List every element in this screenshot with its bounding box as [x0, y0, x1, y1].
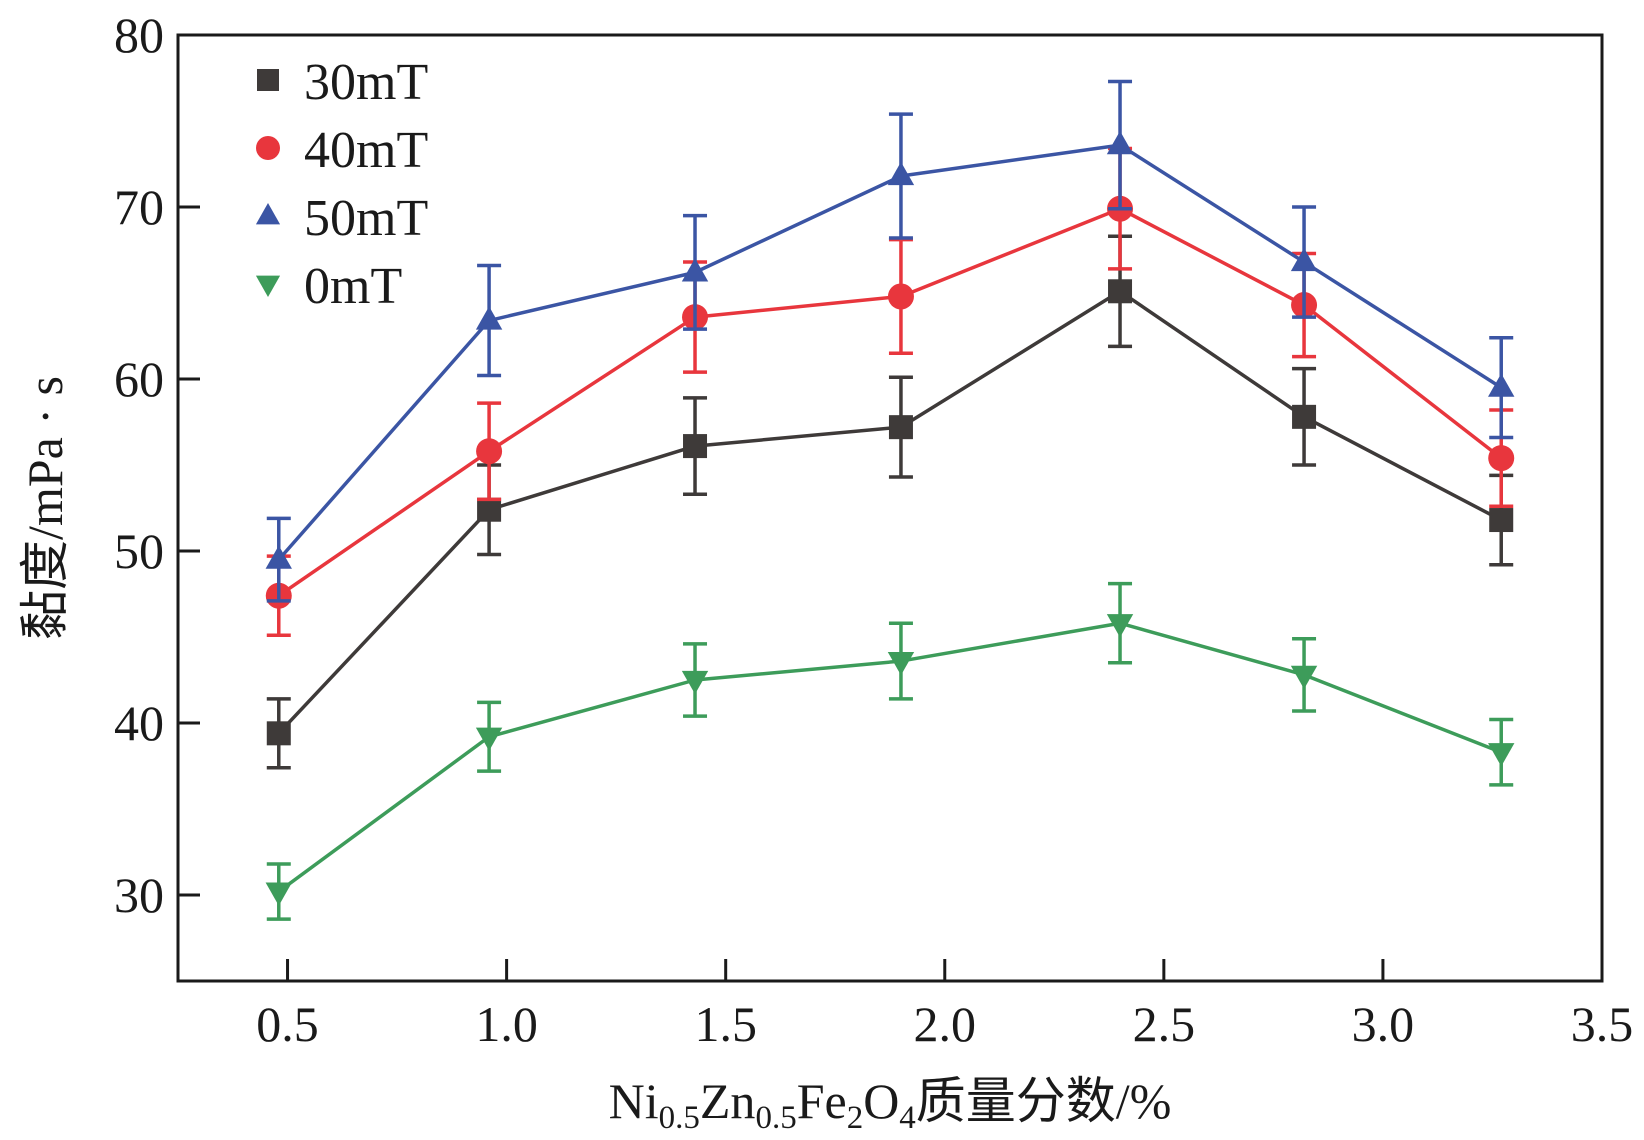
- data-point: [887, 161, 915, 186]
- data-point: [683, 434, 708, 459]
- series-line: [277, 289, 1503, 735]
- y-axis-ticks: 30 40 50 60 70 80: [114, 7, 200, 923]
- data-point: [887, 651, 915, 676]
- plot-frame: [176, 33, 1604, 983]
- data-point: [888, 415, 913, 440]
- data-point: [1106, 130, 1134, 155]
- legend-label: 30mT: [304, 54, 428, 111]
- series-50mT: [265, 79, 1515, 603]
- data-point: [1488, 743, 1515, 767]
- data-point: [1290, 665, 1318, 689]
- data-point: [681, 258, 709, 282]
- series-layer: [265, 79, 1515, 921]
- data-point: [1489, 508, 1514, 533]
- y-tick-label: 40: [114, 695, 164, 751]
- x-tick-label: 1.0: [475, 996, 538, 1052]
- data-point: [265, 545, 292, 569]
- legend-label: 0mT: [304, 258, 402, 315]
- series-0mT: [265, 581, 1515, 921]
- data-point: [1488, 373, 1515, 397]
- data-point: [681, 670, 709, 695]
- y-axis-title: 黏度/mPa · s: [17, 376, 73, 640]
- x-tick-label: 2.0: [914, 996, 977, 1052]
- series-30mT: [266, 234, 1514, 770]
- y-tick-label: 60: [114, 351, 164, 407]
- x-tick-label: 0.5: [256, 996, 319, 1052]
- legend: 30mT 40mT 50mT 0mT: [255, 54, 428, 315]
- legend-label: 40mT: [304, 122, 428, 179]
- data-point: [476, 438, 503, 465]
- legend-marker: [256, 136, 280, 160]
- series-line: [277, 621, 1502, 893]
- data-point: [1292, 404, 1317, 429]
- legend-marker: [257, 69, 279, 91]
- y-tick-label: 50: [114, 523, 164, 579]
- data-point: [1290, 247, 1318, 272]
- data-point: [477, 497, 502, 522]
- legend-label: 50mT: [304, 190, 428, 247]
- data-point: [1106, 614, 1134, 638]
- x-tick-label: 3.0: [1352, 996, 1415, 1052]
- x-tick-label: 1.5: [694, 996, 757, 1052]
- x-axis-ticks: 0.5 1.0 1.5 2.0 2.5 3.0 3.5: [256, 959, 1633, 1052]
- data-point: [1488, 445, 1515, 472]
- data-point: [887, 283, 914, 310]
- data-point: [475, 306, 503, 330]
- data-point: [475, 727, 503, 751]
- y-tick-label: 70: [114, 179, 164, 235]
- y-tick-label: 30: [114, 867, 164, 923]
- legend-marker: [255, 275, 281, 297]
- data-point: [1108, 279, 1133, 304]
- y-tick-label: 80: [114, 7, 164, 63]
- data-point: [266, 721, 291, 746]
- x-tick-label: 2.5: [1133, 996, 1196, 1052]
- series-40mT: [265, 146, 1515, 638]
- x-axis-title: Ni0.5Zn0.5Fe2O4质量分数/%: [609, 1073, 1172, 1136]
- x-tick-label: 3.5: [1571, 996, 1634, 1052]
- legend-marker: [255, 203, 281, 225]
- data-point: [265, 882, 292, 906]
